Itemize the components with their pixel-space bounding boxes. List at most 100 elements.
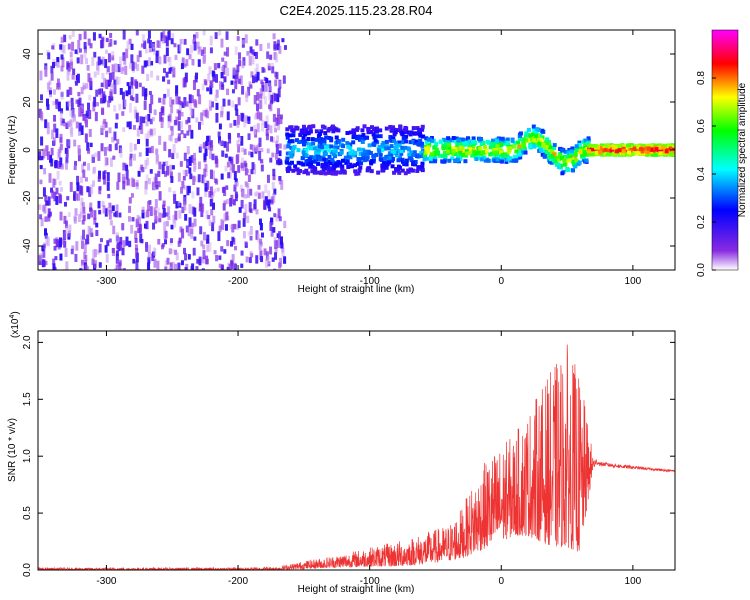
spectrogram-cell xyxy=(132,153,136,161)
spectrogram-cell xyxy=(82,113,86,121)
spectrogram-cell xyxy=(380,148,385,153)
spectrogram-cell xyxy=(70,102,74,111)
spectrogram-cell xyxy=(204,148,208,157)
spectrogram-cell xyxy=(191,39,195,45)
spectrogram-cell xyxy=(86,186,90,193)
spectrogram-cell xyxy=(670,150,675,155)
spectrogram-cell xyxy=(207,135,211,145)
spectrogram-cell xyxy=(79,207,83,216)
spectrogram-cell xyxy=(340,158,345,163)
spectrogram-cell xyxy=(266,174,270,183)
spectrogram-cell xyxy=(447,146,452,151)
spectrogram-cell xyxy=(46,104,50,110)
spectrogram-cell xyxy=(356,171,361,176)
spectrogram-cell xyxy=(74,253,78,262)
spectrogram-cell xyxy=(93,217,97,225)
spectrogram-cell xyxy=(546,153,551,158)
spectrogram-cell xyxy=(302,139,307,144)
spectrogram-cell xyxy=(180,63,184,70)
spectrogram-cell xyxy=(98,170,102,179)
spectrogram-cell xyxy=(247,116,251,121)
spectrogram-cell xyxy=(151,180,155,191)
spectrogram-cell xyxy=(128,205,132,213)
spectrogram-cell xyxy=(401,136,406,141)
spectrogram-cell xyxy=(209,186,213,196)
spectrogram-cell xyxy=(269,94,273,105)
spectrogram-cell xyxy=(178,43,182,52)
spectrogram-cell xyxy=(517,144,522,149)
spectrogram-cell xyxy=(189,108,193,116)
spectrogram-cell xyxy=(179,100,183,106)
spectrogram-cell xyxy=(312,159,317,164)
spectrogram-cell xyxy=(71,41,75,51)
spectrogram-cell xyxy=(132,125,136,130)
spectrogram-cell xyxy=(414,139,419,144)
spectrogram-y-tick-label: -40 xyxy=(22,238,33,253)
spectrogram-cell xyxy=(75,241,79,251)
spectrogram-cell xyxy=(173,219,177,228)
spectrogram-cell xyxy=(112,155,116,160)
spectrogram-cell xyxy=(588,143,593,148)
spectrogram-cell xyxy=(343,155,348,160)
spectrogram-cell xyxy=(160,98,164,105)
spectrogram-cell xyxy=(275,143,279,154)
spectrogram-cell xyxy=(476,155,481,160)
spectrogram-cell xyxy=(286,144,291,149)
spectrogram-cell xyxy=(89,142,93,148)
spectrogram-cell xyxy=(416,153,421,158)
spectrogram-cell xyxy=(162,207,166,218)
spectrogram-cell xyxy=(290,149,295,154)
spectrogram-cell xyxy=(311,141,316,146)
spectrogram-cell xyxy=(277,121,281,131)
spectrogram-cell xyxy=(135,180,139,190)
spectrogram-cell xyxy=(295,126,300,131)
spectrogram-cell xyxy=(237,97,241,106)
spectrogram-cell xyxy=(95,222,99,228)
spectrogram-cell xyxy=(209,149,213,159)
spectrogram-cell xyxy=(84,116,88,124)
spectrogram-cell xyxy=(230,156,234,165)
spectrogram-cell xyxy=(103,174,107,185)
spectrogram-cell xyxy=(64,247,68,257)
spectrogram-cell xyxy=(226,266,230,270)
spectrogram-cell xyxy=(626,143,631,148)
spectrogram-cell xyxy=(318,137,323,142)
spectrogram-cell xyxy=(254,146,258,152)
spectrogram-cell xyxy=(102,171,106,180)
spectrogram-cell xyxy=(272,174,276,181)
spectrogram-cell xyxy=(331,165,336,170)
spectrogram-cell xyxy=(374,129,379,134)
spectrogram-cell xyxy=(208,220,212,226)
spectrogram-cell xyxy=(150,94,154,105)
spectrogram-cell xyxy=(390,164,395,169)
spectrogram-cell xyxy=(285,151,290,156)
spectrogram-cell xyxy=(311,124,316,129)
spectrogram-cell xyxy=(126,82,130,87)
spectrogram-cell xyxy=(240,135,244,146)
spectrogram-cell xyxy=(90,208,94,218)
spectrogram-cell xyxy=(122,240,126,248)
spectrogram-cell xyxy=(256,123,260,133)
spectrogram-cell xyxy=(271,152,275,158)
spectrogram-cell xyxy=(70,61,74,70)
spectrogram-cell xyxy=(391,136,396,141)
spectrogram-cell xyxy=(285,132,290,137)
spectrogram-cell xyxy=(590,147,595,152)
spectrogram-cell xyxy=(44,228,48,236)
colorbar-tick-label: 0.2 xyxy=(696,215,707,229)
spectrogram-cell xyxy=(228,134,232,144)
spectrogram-cell xyxy=(52,178,56,188)
spectrogram-cell xyxy=(222,98,226,107)
spectrogram-cell xyxy=(220,82,224,87)
spectrogram-cell xyxy=(250,71,254,78)
spectrogram-cell xyxy=(41,246,45,252)
spectrogram-cell xyxy=(268,82,272,91)
spectrogram-cell xyxy=(351,140,356,145)
spectrogram-y-tick-label: 0 xyxy=(22,147,33,153)
spectrogram-x-tick-label: 100 xyxy=(625,276,642,287)
spectrogram-cell xyxy=(374,152,379,157)
spectrogram-cell xyxy=(77,154,81,162)
spectrogram-cell xyxy=(360,128,365,133)
spectrogram-cell xyxy=(250,126,254,132)
spectrogram-cell xyxy=(636,150,641,155)
